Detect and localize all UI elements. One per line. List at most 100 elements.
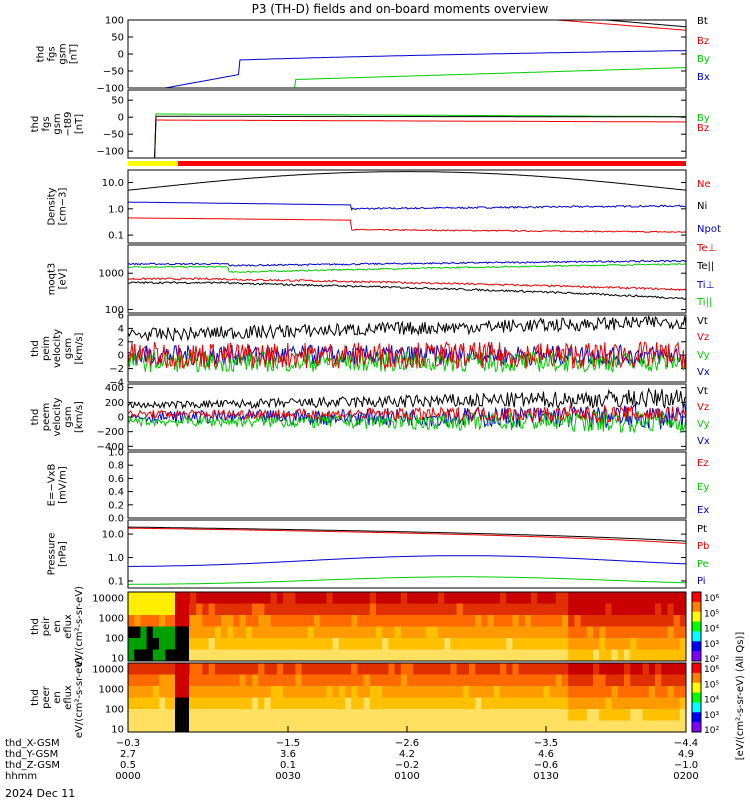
heat-cell [419,686,427,698]
heat-cell [171,626,179,639]
heat-cell [493,686,501,698]
heat-cell [289,720,296,732]
heat-cell [419,709,427,721]
heat-cell [128,697,135,710]
heat-cell [152,626,160,639]
heat-cell [140,649,148,661]
heat-cell [562,686,569,698]
heat-cell [599,720,606,732]
heat-cell [419,720,427,732]
heat-cell [655,663,662,675]
ylabel-peir_spec: thdpeirenefluxeV/(cm²-s-sr-eV) [30,586,85,667]
heat-cell [413,697,420,710]
heat-cell [382,638,389,650]
heat-cell [171,686,179,698]
heat-cell [258,720,265,732]
heat-cell [233,663,241,675]
heat-cell [642,638,650,650]
heat-cell [518,709,526,721]
heat-cell [593,720,600,732]
colorbar-tick: 10⁶ [704,665,719,675]
heat-cell [531,638,538,650]
heat-cell [270,592,278,604]
heat-cell [196,638,203,650]
heat-cell [605,649,613,661]
heat-cell [506,709,513,721]
heat-cell [338,720,346,732]
heat-cell [599,626,606,639]
heat-cell [568,603,575,616]
heat-cell [270,720,278,732]
heat-cell [450,615,458,627]
heat-cell [270,709,278,721]
panel-frame [127,89,687,159]
heat-cell [456,720,464,732]
heat-cell [630,592,637,604]
heat-cell [500,720,507,732]
heat-cell [667,626,675,639]
heat-cell [258,592,265,604]
heat-cell [301,649,309,661]
ytick-fgs_gsm: 50 [111,33,124,44]
heat-cell [586,720,594,732]
heat-cell [202,638,210,650]
heat-cell [630,674,637,687]
heat-cell [208,697,216,710]
heat-cell [326,626,334,639]
heat-cell [487,709,495,721]
heat-cell [500,638,507,650]
heat-cell [605,603,613,616]
heat-cell [227,638,234,650]
heat-cell [642,720,650,732]
series-pressure-Pi [128,555,686,567]
heat-cell [407,709,414,721]
traces-peir_spec [128,592,686,661]
heat-cell [357,603,365,616]
legend-peem_velocity-1: Vz [697,402,709,413]
heat-cell [382,592,389,604]
heat-cell [617,638,625,650]
legend-temperature-3: Ti|| [696,297,712,308]
heat-cell [493,626,501,639]
heat-cell [630,697,637,710]
heat-cell [475,649,482,661]
heat-cell [413,615,420,627]
heat-cell [202,615,210,627]
heat-cell [636,649,644,661]
heat-cell [128,674,135,687]
heat-cell [512,615,520,627]
heat-cell [655,649,662,661]
heat-cell [512,663,520,675]
ytick-density: 0.1 [108,231,124,242]
heat-cell [512,709,520,721]
heat-cell [252,626,259,639]
heat-cell [469,686,476,698]
heat-cell [475,615,482,627]
heat-cell [493,720,501,732]
heat-cell [208,709,216,721]
heat-cell [289,592,296,604]
heat-cell [562,638,569,650]
heat-cell [245,592,253,604]
heat-cell [648,592,656,604]
heat-cell [624,626,631,639]
heat-cell [252,686,259,698]
heat-cell [382,603,389,616]
ytick-temperature: 100 [105,305,124,316]
heat-cell [357,697,365,710]
heat-cell [332,603,340,616]
ytick-pressure: 1.0 [108,553,124,564]
heat-cell [500,686,507,698]
heat-cell [562,674,569,687]
xaxis-value: 2.7 [120,749,136,760]
ytick-fgs_gsm: −100 [97,84,124,95]
heat-cell [264,638,272,650]
heat-cell [382,615,389,627]
heat-cell [388,663,396,675]
heat-cell [171,592,179,604]
heat-cell [617,615,625,627]
heat-cell [493,674,501,687]
heat-cell [493,663,501,675]
heat-cell [648,663,656,675]
series-peim_velocity-Vt [128,315,686,342]
